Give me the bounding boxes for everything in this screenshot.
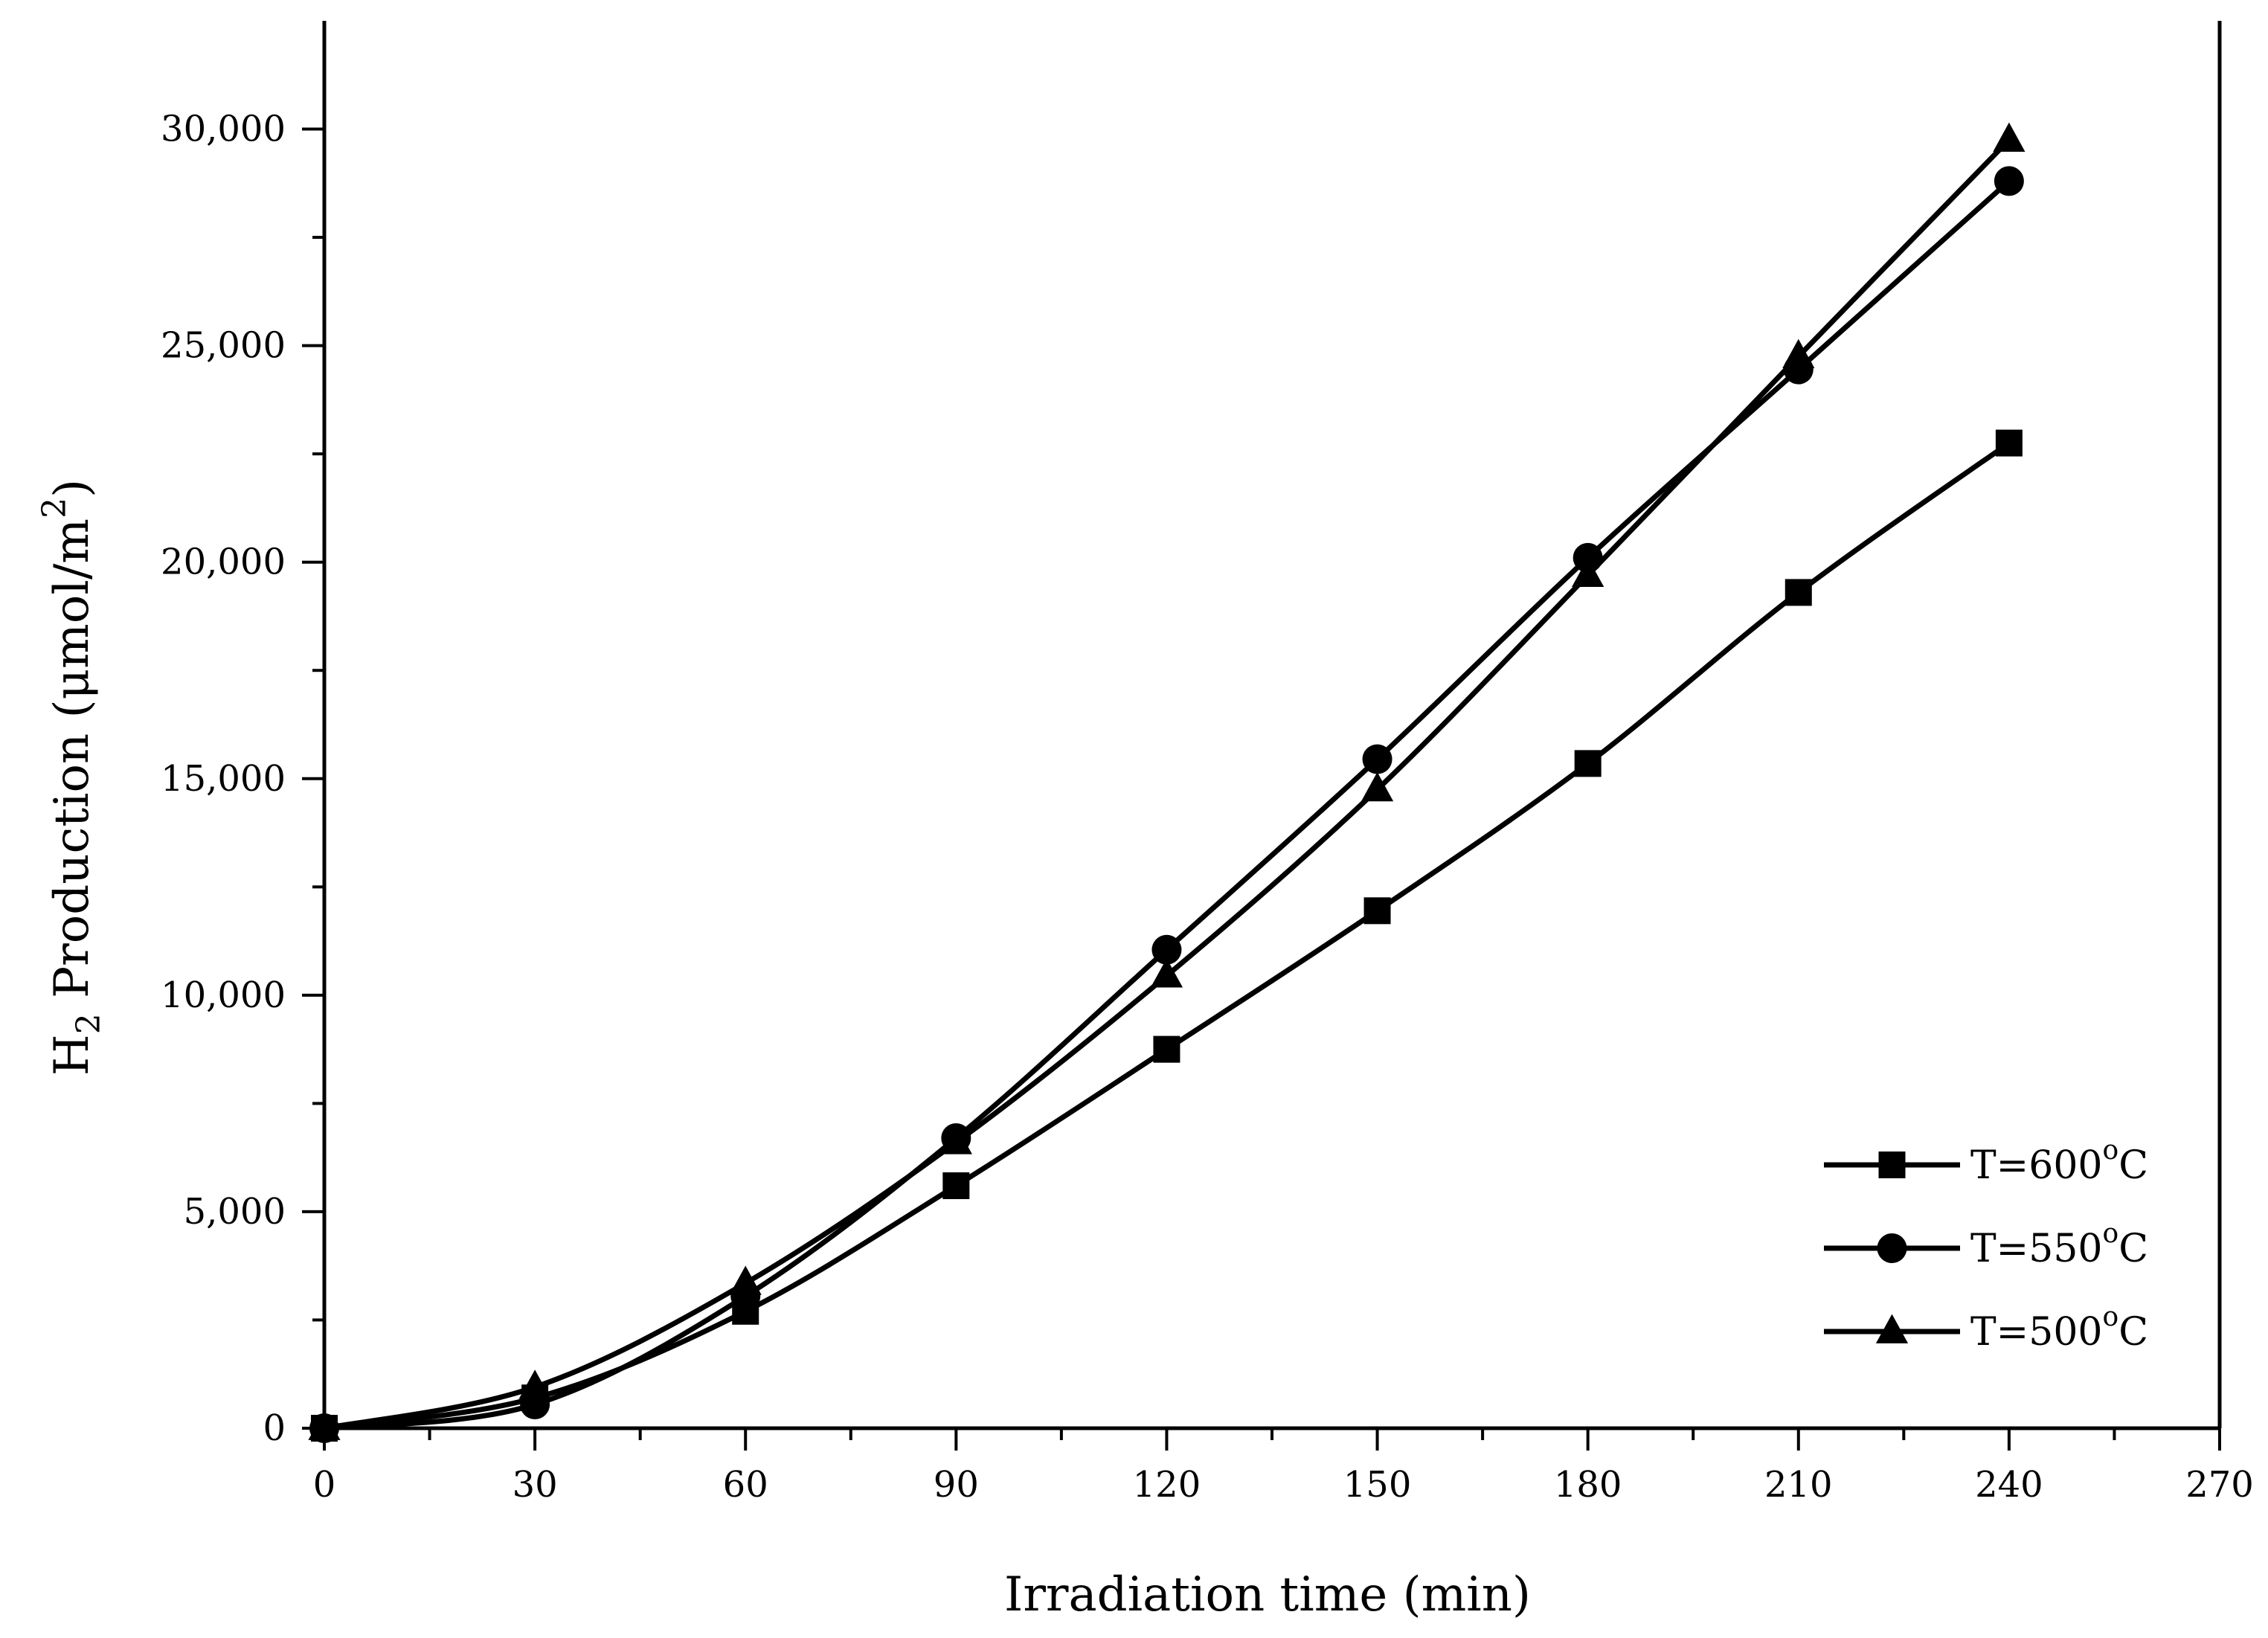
- legend-label: T=500oC: [1970, 1302, 2148, 1355]
- y-axis-title-rest: Production (μmol/m: [45, 518, 100, 1013]
- y-axis-title-close: ): [45, 479, 100, 498]
- y-axis-title-superscript: 2: [36, 498, 74, 518]
- legend-item: T=500oC: [1824, 1302, 2148, 1355]
- data-point: [729, 1265, 762, 1295]
- data-point: [1572, 557, 1604, 588]
- x-axis: 0 30 60 90 120 150 180 210 240 270: [313, 1428, 2254, 1506]
- x-tick-label: 60: [723, 1464, 768, 1506]
- series-line: [324, 138, 2011, 1431]
- series-circle: [309, 166, 2024, 1443]
- legend-item: T=600oC: [1824, 1135, 2148, 1188]
- data-point: [1150, 958, 1183, 988]
- y-tick-label: 15,000: [161, 758, 286, 800]
- x-tick-label: 120: [1133, 1464, 1201, 1506]
- legend: T=600oC T=550oC T=500oC: [1824, 1135, 2148, 1355]
- y-axis-title-main: H: [45, 1034, 100, 1076]
- series-layer: [308, 122, 2026, 1443]
- x-tick-label: 180: [1554, 1464, 1622, 1506]
- data-point: [1784, 579, 1812, 606]
- plot-area: [322, 21, 2222, 1430]
- legend-item: T=550oC: [1824, 1218, 2148, 1271]
- y-tick-label: 5,000: [184, 1191, 286, 1233]
- y-tick-label: 0: [263, 1407, 286, 1449]
- data-point: [1362, 744, 1392, 774]
- x-axis-title: Irradiation time (min): [1004, 1567, 1531, 1622]
- x-tick-label: 90: [934, 1464, 979, 1506]
- data-point: [1361, 771, 1394, 802]
- y-tick-label: 25,000: [161, 325, 286, 367]
- legend-label: T=600oC: [1970, 1135, 2148, 1188]
- data-point: [1363, 897, 1391, 925]
- data-point: [308, 1410, 341, 1440]
- series-triangle: [308, 122, 2026, 1440]
- legend-label: T=550oC: [1970, 1218, 2148, 1271]
- data-point: [1153, 1035, 1180, 1063]
- y-axis-title: H2 Production (μmol/m2): [36, 479, 108, 1076]
- data-point: [1574, 750, 1602, 777]
- legend-marker: [1878, 1152, 1906, 1178]
- data-point: [1151, 934, 1182, 965]
- x-tick-label: 210: [1764, 1464, 1833, 1506]
- x-tick-label: 270: [2185, 1464, 2254, 1506]
- x-tick-label: 30: [513, 1464, 558, 1506]
- data-point: [1995, 429, 2023, 457]
- data-point: [1993, 122, 2026, 152]
- x-tick-label: 0: [313, 1464, 336, 1506]
- data-point: [942, 1172, 970, 1199]
- x-tick-label: 150: [1343, 1464, 1412, 1506]
- y-axis: 0 5,000 10,000 15,000 20,000 25,000 30,000: [161, 109, 324, 1449]
- legend-marker: [1877, 1233, 1907, 1263]
- data-point: [939, 1125, 972, 1154]
- y-tick-label: 10,000: [161, 974, 286, 1016]
- y-tick-label: 20,000: [161, 542, 286, 583]
- data-point: [1782, 338, 1815, 369]
- data-point: [518, 1369, 551, 1399]
- data-point: [1994, 166, 2024, 196]
- y-axis-title-subscript: 2: [70, 1013, 108, 1034]
- y-tick-label: 30,000: [161, 109, 286, 150]
- legend-marker: [1875, 1314, 1909, 1343]
- x-tick-label: 240: [1975, 1464, 2043, 1506]
- series-line: [324, 179, 2011, 1431]
